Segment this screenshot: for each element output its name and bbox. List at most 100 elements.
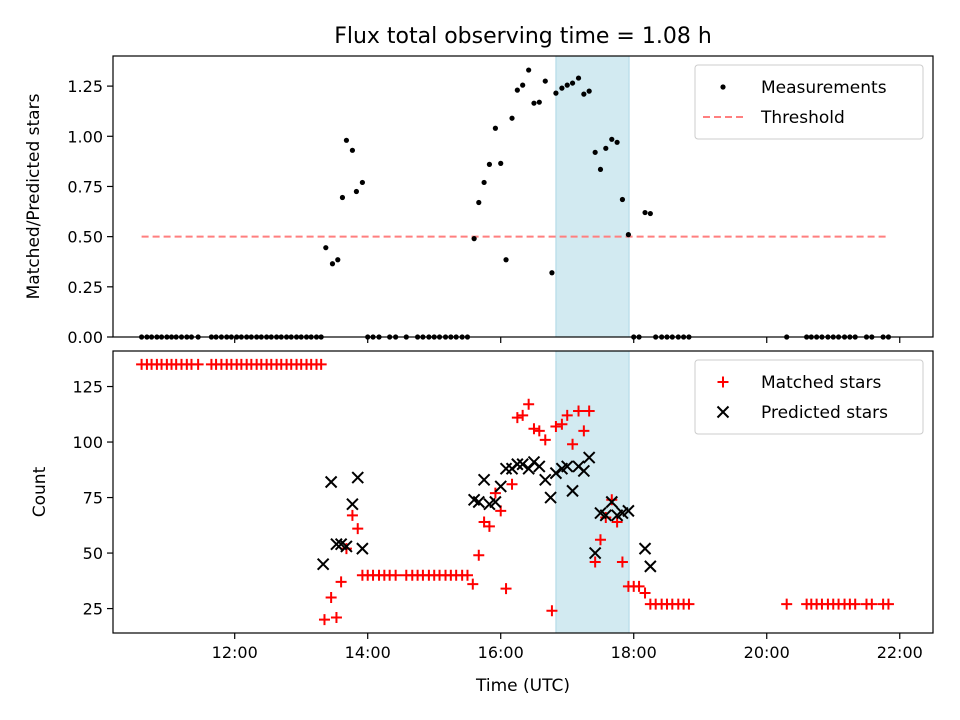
predicted-star-point [330, 537, 343, 551]
matched-star-point [489, 487, 501, 499]
measurement-point [353, 188, 360, 195]
bottom-y-tick-label: 25 [83, 600, 103, 619]
matched-star-point [550, 420, 562, 432]
measurement-point [476, 199, 482, 206]
measurement-point [575, 75, 582, 81]
top-y-tick-label: 0.50 [67, 228, 103, 247]
matched-star-point [483, 520, 495, 532]
legend-predicted-marker [716, 405, 730, 419]
matched-star-point [633, 580, 645, 592]
matched-star-point [539, 434, 551, 446]
measurement-point [609, 136, 615, 142]
matched-star-point [866, 598, 878, 610]
predicted-star-point [477, 473, 491, 486]
predicted-star-point [599, 509, 613, 522]
matched-star-point [589, 556, 601, 568]
measurement-point [586, 88, 592, 94]
matched-star-point [517, 409, 529, 421]
top-y-tick-label: 0.00 [67, 328, 103, 347]
measurement-point [642, 209, 648, 216]
legend-matched-marker [717, 376, 729, 388]
predicted-star-point [577, 464, 591, 478]
measurement-point [498, 160, 504, 166]
legend-label: Threshold [760, 108, 845, 128]
x-tick-label: 16:00 [478, 643, 524, 662]
matched-star-point [315, 358, 327, 370]
bottom-y-tick-label: 100 [72, 433, 103, 452]
predicted-star-point [549, 466, 563, 480]
measurement-point [625, 232, 632, 238]
matched-star-point [556, 418, 568, 430]
top-y-tick-label: 0.25 [67, 278, 103, 297]
top-legend: Measurements Threshold [694, 64, 924, 140]
measurement-point [323, 245, 329, 251]
x-tick-label: 12:00 [212, 643, 258, 662]
predicted-star-point [346, 498, 359, 511]
matched-star-point [473, 549, 485, 561]
predicted-star-point [544, 491, 557, 504]
measurement-point [514, 87, 520, 93]
predicted-star-point [644, 560, 657, 573]
legend-label: Measurements [761, 78, 887, 98]
measurement-point [339, 194, 346, 201]
measurement-point [329, 261, 336, 267]
predicted-star-point [561, 460, 574, 473]
measurement-point [492, 125, 499, 131]
matched-star-point [546, 605, 558, 617]
measurement-point [536, 99, 542, 105]
predicted-star-point [489, 495, 502, 509]
top-series-1 [138, 67, 892, 340]
matched-star-point [506, 478, 518, 490]
matched-star-point [567, 438, 579, 450]
measurement-point [471, 236, 477, 242]
measurement-point [343, 137, 350, 143]
predicted-star-point [539, 473, 552, 486]
measurement-point [520, 82, 526, 88]
matched-star-point [390, 569, 402, 581]
measurement-point [559, 85, 565, 91]
bottom-series-1 [136, 358, 894, 626]
matched-star-point [467, 578, 479, 590]
bottom-y-tick-label: 75 [83, 489, 103, 508]
matched-star-point [573, 405, 585, 417]
predicted-star-point [351, 471, 364, 484]
matched-star-point [500, 583, 512, 595]
matched-star-point [533, 425, 545, 437]
predicted-star-point [588, 546, 602, 560]
predicted-star-point [605, 495, 618, 509]
matched-star-point [578, 425, 590, 437]
measurement-point [359, 179, 365, 186]
matched-star-point [583, 405, 595, 417]
predicted-star-point [511, 458, 524, 471]
measurement-point [542, 78, 548, 84]
matched-star-point [561, 409, 573, 421]
matched-star-point [639, 587, 651, 599]
predicted-star-point [316, 557, 330, 571]
x-tick-label: 18:00 [611, 643, 657, 662]
matched-star-point [352, 523, 364, 535]
top-y-tick-label: 0.75 [67, 177, 103, 196]
predicted-star-point [324, 475, 338, 489]
bottom-legend-box [694, 359, 924, 435]
measurement-point [597, 166, 604, 173]
measurement-point [569, 80, 576, 86]
predicted-star-point [494, 480, 507, 493]
matched-star-point [528, 423, 540, 435]
chart-title: Flux total observing time = 1.08 h [334, 24, 712, 49]
measurement-point [619, 196, 626, 203]
matched-star-point [523, 398, 535, 410]
measurement-point [603, 145, 609, 151]
x-tick-label: 14:00 [345, 643, 391, 662]
bottom-plot-frame [112, 350, 934, 634]
top-y-tick-label: 1.00 [67, 127, 103, 146]
top-y-tick-label: 1.25 [67, 77, 103, 96]
legend-label: Matched stars [761, 373, 881, 393]
bottom-y-axis-label: Count [30, 466, 50, 517]
top-y-axis-label: Matched/Predicted stars [24, 93, 44, 299]
matched-star-point [335, 576, 347, 588]
measurement-point [531, 100, 537, 106]
measurement-point [526, 67, 532, 73]
bottom-highlight-span [555, 350, 630, 634]
matched-star-point [781, 598, 793, 610]
measurement-point [592, 149, 598, 155]
